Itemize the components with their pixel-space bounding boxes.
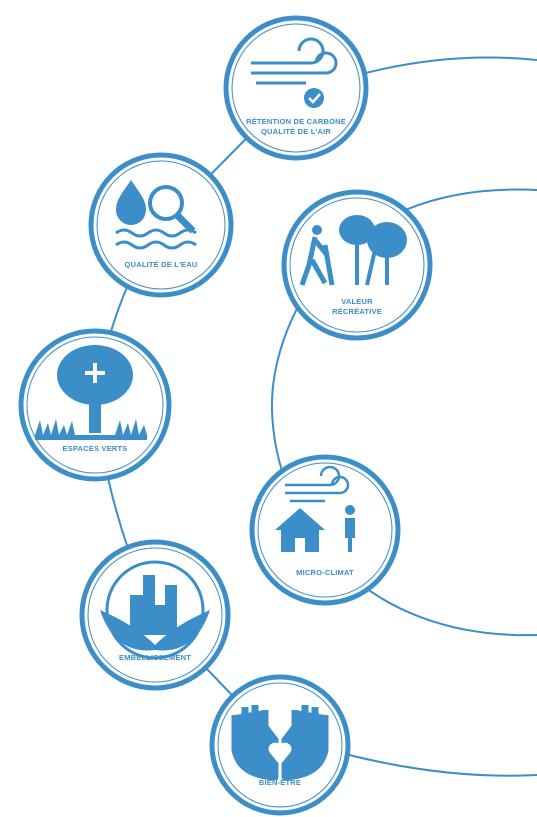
ring bbox=[105, 560, 205, 660]
node-label: BIEN-ÊTRE bbox=[259, 778, 301, 787]
person-head bbox=[345, 505, 355, 515]
hands bbox=[231, 705, 329, 781]
drop-icon bbox=[116, 180, 146, 225]
node-label: ESPACES VERTS bbox=[63, 444, 128, 453]
node-inner-ring bbox=[289, 197, 425, 333]
house bbox=[275, 508, 325, 552]
node: MICRO-CLIMAT bbox=[249, 454, 401, 606]
node-inner-ring bbox=[26, 336, 164, 474]
node-ring bbox=[88, 152, 234, 298]
node-inner-ring bbox=[231, 23, 361, 153]
node-icon bbox=[115, 180, 197, 250]
node-label: QUALITÉ DE L'AIR bbox=[261, 127, 331, 136]
tree-trunks bbox=[355, 240, 389, 286]
node-inner-ring bbox=[217, 682, 343, 808]
grass bbox=[35, 419, 147, 440]
node-icon bbox=[35, 345, 147, 440]
tree-crown bbox=[367, 222, 407, 258]
plus bbox=[85, 363, 105, 383]
top-link bbox=[339, 56, 537, 81]
person bbox=[345, 518, 355, 552]
tree-crown bbox=[339, 215, 375, 245]
bottom-link bbox=[329, 749, 537, 777]
node-icon bbox=[299, 215, 407, 286]
check-badge bbox=[304, 88, 324, 108]
check-mark bbox=[308, 93, 321, 104]
node-label: QUALITÉ DE L'EAU bbox=[125, 260, 198, 269]
node-inner-ring bbox=[96, 160, 226, 290]
heart bbox=[268, 742, 292, 765]
leaves bbox=[100, 610, 210, 651]
waves bbox=[115, 228, 197, 250]
hiker-body bbox=[299, 236, 335, 286]
node-icon bbox=[251, 37, 338, 108]
node: EMBELLISSEMENT bbox=[79, 539, 231, 691]
node-icon bbox=[231, 705, 329, 781]
wind-icon bbox=[285, 465, 350, 503]
buildings bbox=[130, 575, 177, 635]
node-label: EMBELLISSEMENT bbox=[119, 653, 191, 662]
magnifier bbox=[148, 185, 184, 221]
door bbox=[295, 538, 305, 552]
node-icon bbox=[100, 560, 210, 660]
node-label: MICRO-CLIMAT bbox=[296, 568, 354, 577]
hiker-head bbox=[312, 225, 322, 235]
node-label: RÉCRÉATIVE bbox=[332, 307, 382, 316]
wind-icon bbox=[251, 37, 338, 85]
node-icon bbox=[275, 465, 355, 552]
trunk bbox=[89, 400, 101, 433]
node-inner-ring bbox=[257, 462, 393, 598]
node: ESPACES VERTS bbox=[18, 328, 172, 482]
node: QUALITÉ DE L'EAU bbox=[88, 152, 234, 298]
node-inner-ring bbox=[87, 547, 223, 683]
node: BIEN-ÊTRE bbox=[209, 674, 351, 816]
node-label: VALEUR bbox=[341, 297, 373, 306]
node-ring bbox=[223, 15, 369, 161]
node-label: RÉTENTION DE CARBONE bbox=[246, 117, 346, 126]
